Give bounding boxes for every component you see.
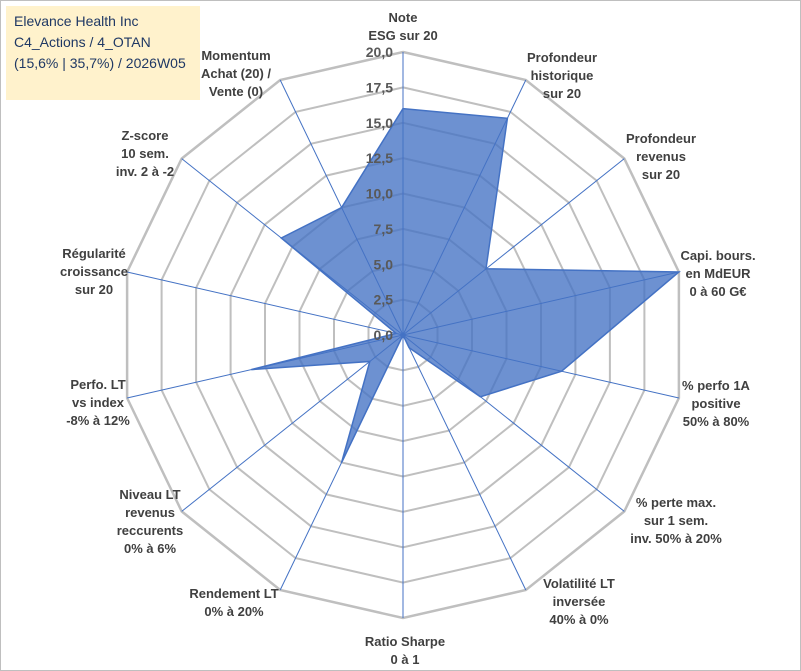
axis-label-line: Vente (0) [209,84,263,99]
axis-label-line: 40% à 0% [549,612,609,627]
axis-label-line: 50% à 80% [683,414,750,429]
axis-label-line: % perfo 1A [682,378,751,393]
tick-label: 20,0 [366,44,393,60]
tick-label: 17,5 [366,79,393,95]
axis-label-line: revenus [636,149,686,164]
axis-label-line: Profondeur [626,131,696,146]
axis-label: % perfo 1A positive 50% à 80% [682,378,751,429]
radar-spoke [181,334,404,512]
axis-label-line: sur 20 [75,282,113,297]
axis-label: Niveau LT revenus reccurents 0% à 6% [117,487,183,556]
axis-label: Profondeur historique sur 20 [527,50,597,101]
tick-label: 2,5 [374,292,394,308]
axis-label: Régularité croissance sur 20 [60,246,128,297]
axis-label-line: sur 20 [642,167,680,182]
tick-label: 12,5 [366,150,393,166]
category-label: C4_Actions / 4_OTAN [14,34,151,50]
axis-label-line: inv. 50% à 20% [630,531,722,546]
period-label: (15,6% | 35,7%) / 2026W05 [14,55,186,71]
axis-label-line: Z-score [122,128,169,143]
axis-label-line: sur 20 [543,86,581,101]
tick-label: 7,5 [374,221,394,237]
title-box: Elevance Health Inc C4_Actions / 4_OTAN … [6,6,200,100]
axis-label-line: historique [531,68,594,83]
radar-series [251,107,681,463]
axis-label-line: vs index [72,395,125,410]
axis-label-line: ESG sur 20 [368,28,437,43]
axis-label-line: 0% à 20% [204,604,264,619]
axis-label-line: Capi. bours. [680,248,755,263]
axis-label-line: 0% à 6% [124,541,176,556]
radial-tick-labels: 0,0 2,5 5,0 7,5 10,0 12,5 15,0 17,5 20,0 [366,44,393,343]
axis-label: Perfo. LT vs index -8% à 12% [66,377,130,428]
axis-label: Momentum Achat (20) / Vente (0) [201,48,271,99]
axis-labels: Note ESG sur 20 Profondeur historique sur 20… [60,10,756,667]
axis-label-line: positive [691,396,740,411]
axis-label-line: Ratio Sharpe [365,634,445,649]
axis-label: Profondeur revenus sur 20 [626,131,696,182]
axis-label-line: Achat (20) / [201,66,271,81]
axis-label: Capi. bours. en MdEUR 0 à 60 G€ [680,248,755,299]
axis-label-line: Profondeur [527,50,597,65]
axis-label-line: inversée [553,594,606,609]
axis-label-line: 10 sem. [121,146,169,161]
axis-label: Note ESG sur 20 [368,10,437,43]
radar-spoke [402,334,527,591]
tick-label: 15,0 [366,115,393,131]
company-name: Elevance Health Inc [14,13,139,29]
axis-label-line: Note [389,10,418,25]
tick-label: 5,0 [374,256,394,272]
axis-label-line: 0 à 1 [391,652,420,667]
axis-label-line: inv. 2 à -2 [116,164,174,179]
axis-label-line: Niveau LT [119,487,180,502]
axis-label-line: revenus [125,505,175,520]
axis-label-line: -8% à 12% [66,413,130,428]
axis-label-line: Régularité [62,246,126,261]
axis-label-line: Momentum [201,48,270,63]
axis-label-line: 0 à 60 G€ [689,284,746,299]
series-area [251,107,681,463]
radar-spoke [126,271,404,336]
axis-label-line: croissance [60,264,128,279]
axis-label-line: Perfo. LT [70,377,125,392]
axis-label: Volatilité LT inversée 40% à 0% [543,576,615,627]
axis-label-line: sur 1 sem. [644,513,708,528]
tick-label: 10,0 [366,186,393,202]
axis-label-line: en MdEUR [686,266,752,281]
tick-label: 0,0 [374,327,394,343]
axis-label: Z-score 10 sem. inv. 2 à -2 [116,128,174,179]
axis-label: % perte max. sur 1 sem. inv. 50% à 20% [630,495,722,546]
axis-label-line: reccurents [117,523,183,538]
axis-label: Ratio Sharpe 0 à 1 [365,634,445,667]
axis-label-line: Volatilité LT [543,576,615,591]
axis-label: Rendement LT 0% à 20% [189,586,278,619]
axis-label-line: Rendement LT [189,586,278,601]
axis-label-line: % perte max. [636,495,716,510]
